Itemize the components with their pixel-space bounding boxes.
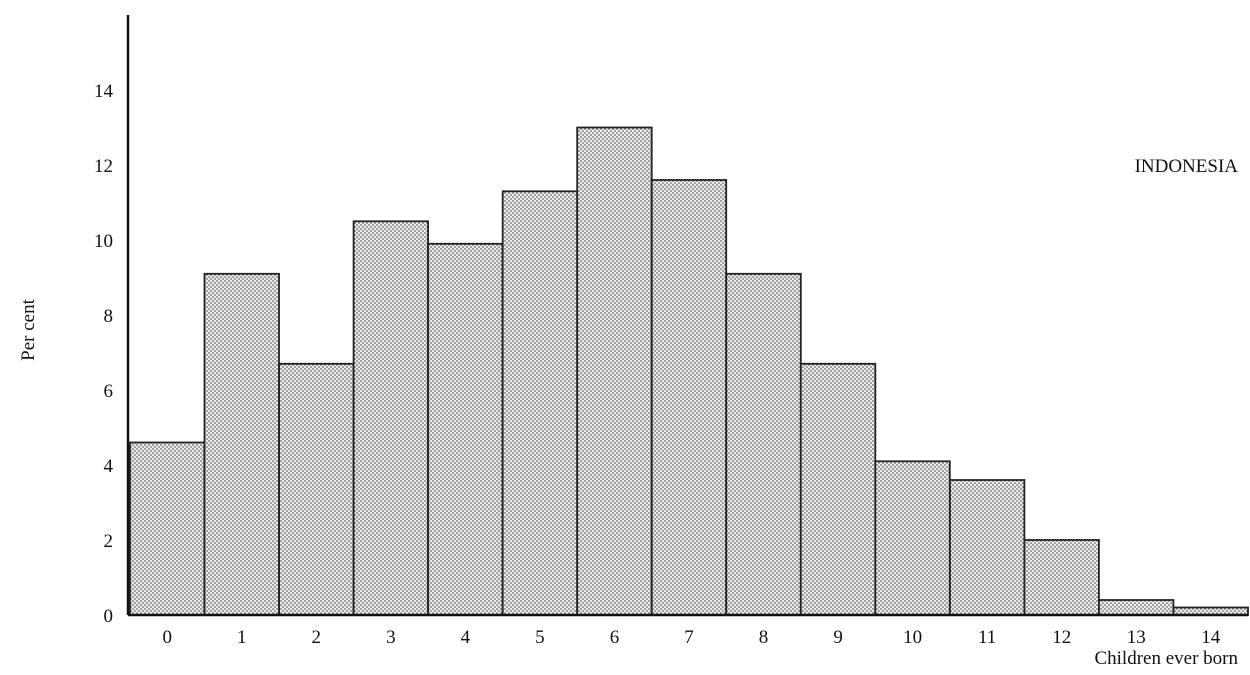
- bar-11: [949, 479, 1026, 616]
- bar-4: [427, 242, 504, 616]
- bar-7: [650, 179, 728, 616]
- x-tick-label: 6: [610, 627, 620, 648]
- bar-8: [725, 272, 802, 616]
- x-tick-label: 11: [978, 627, 996, 648]
- x-tick-label: 3: [386, 627, 396, 648]
- x-tick-label: 4: [461, 627, 471, 648]
- bar-6: [576, 126, 653, 616]
- x-tick-label: 1: [237, 627, 247, 648]
- bar-10: [874, 460, 951, 616]
- x-tick-label: 5: [535, 627, 545, 648]
- y-tick-label: 14: [94, 81, 114, 102]
- bar-3: [352, 220, 430, 616]
- y-tick-label: 12: [94, 156, 113, 177]
- x-tick-label: 13: [1127, 627, 1146, 648]
- bars-group: [129, 126, 1249, 616]
- y-tick-label: 10: [94, 231, 113, 252]
- y-tick-labels: 0 2 4 6 8 10 12 14: [94, 81, 114, 627]
- x-tick-label: 7: [684, 627, 694, 648]
- bar-12: [1023, 539, 1100, 616]
- x-tick-label: 2: [312, 627, 322, 648]
- bar-9: [799, 362, 877, 616]
- bar-1: [203, 272, 280, 616]
- y-tick-label: 2: [104, 531, 114, 552]
- x-axis-label: Children ever born: [1094, 648, 1238, 669]
- y-tick-label: 0: [104, 606, 114, 627]
- x-tick-labels: 0 1 2 3 4 5 6 7 8 9 10 11 12 13 14: [163, 627, 1221, 648]
- bar-0: [129, 441, 206, 616]
- x-tick-label: 12: [1052, 627, 1071, 648]
- bar-13: [1098, 599, 1175, 616]
- bar-2: [278, 362, 355, 616]
- y-axis-label: Per cent: [18, 298, 39, 360]
- x-tick-label: 8: [759, 627, 769, 648]
- x-tick-label: 10: [903, 627, 922, 648]
- bar-5: [501, 190, 579, 616]
- y-tick-label: 6: [104, 381, 114, 402]
- y-tick-label: 4: [104, 456, 114, 477]
- x-tick-label: 9: [833, 627, 843, 648]
- y-tick-label: 8: [104, 306, 114, 327]
- x-tick-label: 14: [1201, 627, 1221, 648]
- x-tick-label: 0: [163, 627, 173, 648]
- chart-title: INDONESIA: [1135, 156, 1239, 177]
